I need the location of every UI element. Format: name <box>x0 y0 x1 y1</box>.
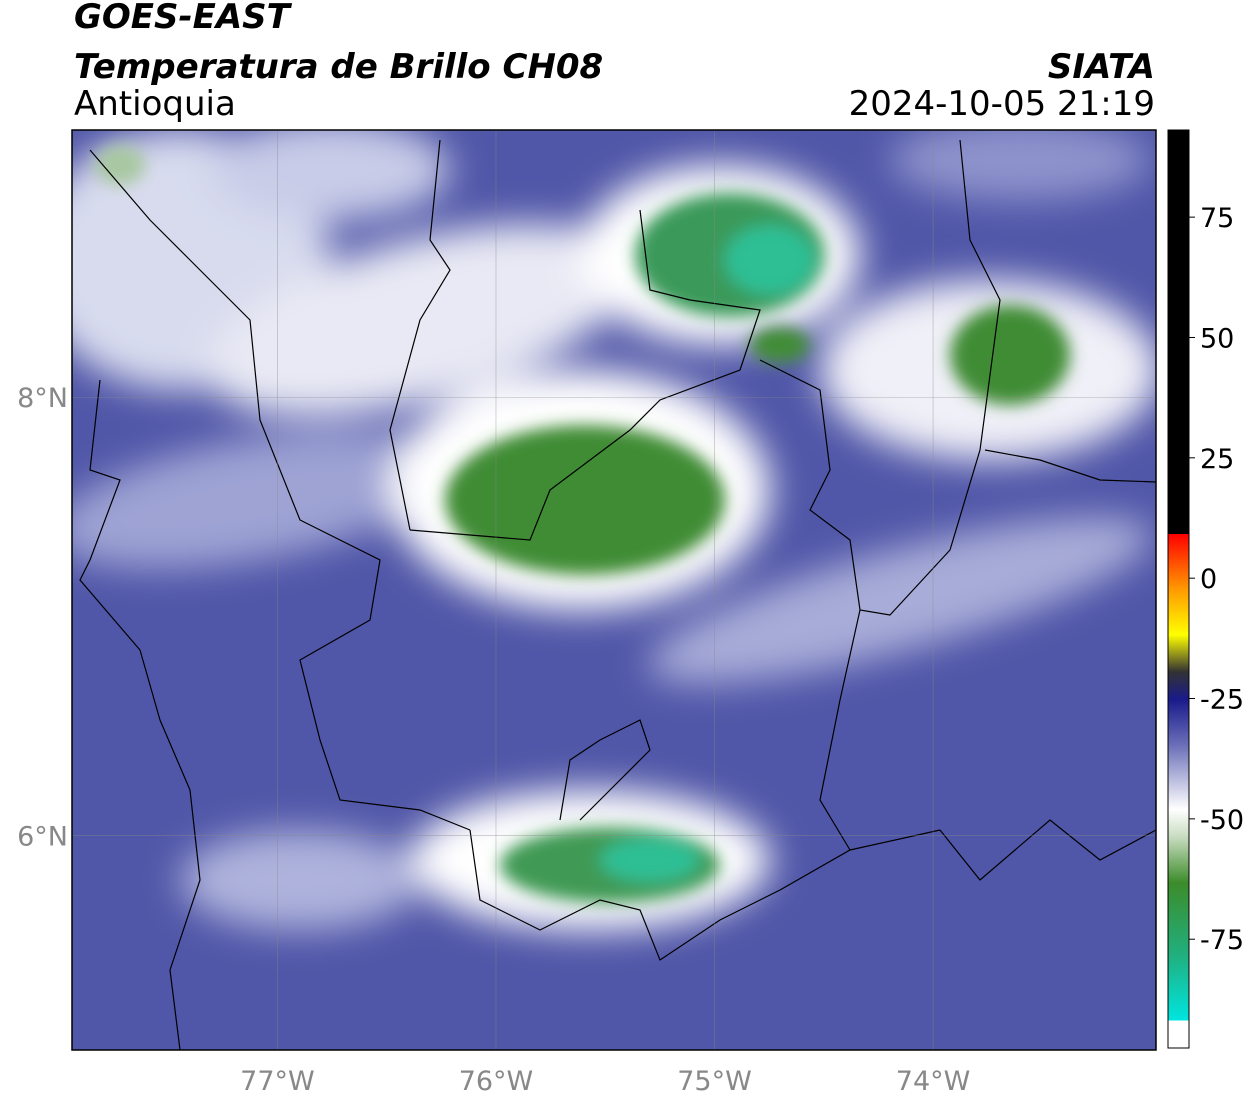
colorbar-tick-label: 25 <box>1200 444 1234 475</box>
colorbar-tick-label: -25 <box>1200 685 1244 716</box>
title: GOES-EAST <box>74 0 293 37</box>
x-tick-label: 76°W <box>459 1066 534 1097</box>
colorbar-tick-label: 50 <box>1200 323 1234 354</box>
y-tick-label: 6°N <box>17 821 68 852</box>
region: Antioquia <box>74 84 236 124</box>
subtitle: Temperatura de Brillo CH08 <box>74 47 603 87</box>
x-tick-label: 77°W <box>240 1066 315 1097</box>
colorbar-tick-label: 75 <box>1200 203 1234 234</box>
x-tick-label: 74°W <box>896 1066 971 1097</box>
source: SIATA <box>1048 47 1155 87</box>
colorbar-tick-label: -50 <box>1200 805 1244 836</box>
colorbar-tick-label: -75 <box>1200 925 1244 956</box>
x-tick-label: 75°W <box>677 1066 752 1097</box>
map-image <box>72 130 1156 1050</box>
datetime: 2024-10-05 21:19 <box>849 84 1155 124</box>
graticule <box>72 130 1156 1050</box>
y-tick-label: 8°N <box>17 383 68 414</box>
colorbar-tick-label: 0 <box>1200 564 1217 595</box>
colorbar <box>1167 129 1190 1049</box>
map-frame <box>71 129 1157 1051</box>
